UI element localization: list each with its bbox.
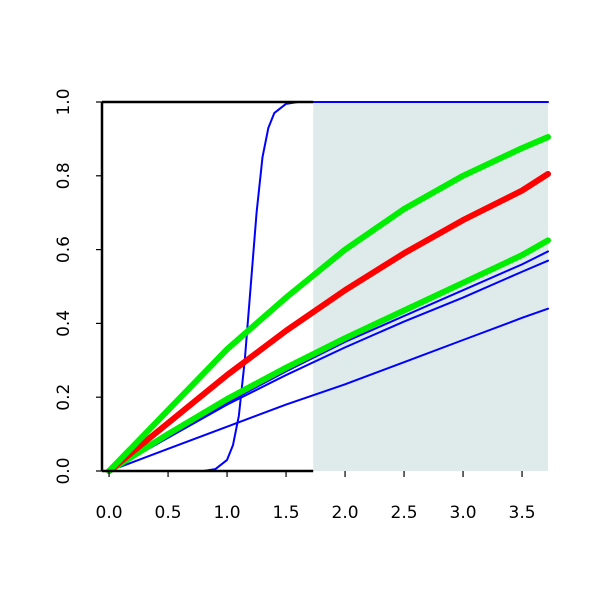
x-tick-label: 1.5: [273, 503, 300, 523]
x-tick-label: 3.5: [509, 503, 536, 523]
x-tick-label: 0.0: [96, 503, 123, 523]
y-tick-label: 0.6: [54, 236, 74, 263]
x-tick-label: 0.5: [155, 503, 182, 523]
y-tick-label: 1.0: [54, 88, 74, 115]
series-line-3: [108, 259, 549, 472]
x-tick-label: 3.0: [450, 503, 477, 523]
series-line-2: [108, 307, 549, 472]
series-line-7: [106, 134, 551, 474]
y-tick-label: 0.8: [54, 162, 74, 189]
x-tick-label: 1.0: [214, 503, 241, 523]
series-line-5: [106, 237, 551, 474]
x-tick-label: 2.0: [332, 503, 359, 523]
series-line-1: [108, 101, 549, 472]
ticks-layer: 0.0 0.5 1.0 1.5 2.0 2.5 3.0 3.5 0.0 0.2 0.4 0.6 0.8 1…: [54, 88, 536, 523]
axes-layer: [100, 100, 314, 473]
series-line-6: [106, 170, 551, 474]
x-tick-label: 2.5: [391, 503, 418, 523]
y-tick-label: 0.2: [54, 384, 74, 411]
series-layer: [106, 101, 551, 474]
y-tick-label: 0.4: [54, 310, 74, 337]
y-tick-label: 0.0: [54, 457, 74, 484]
